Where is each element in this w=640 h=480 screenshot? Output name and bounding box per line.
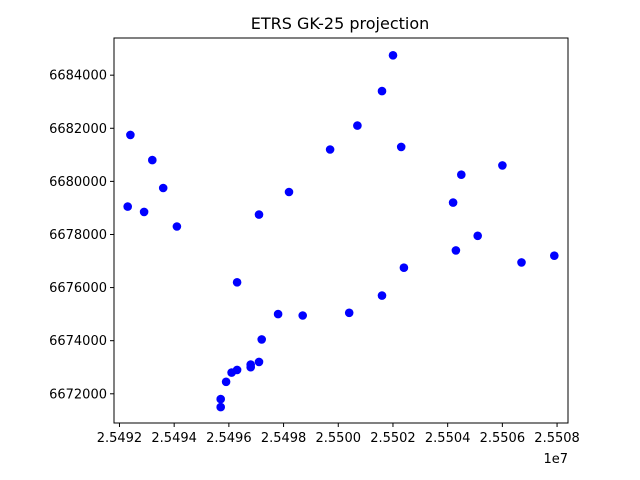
- data-point-34: [550, 251, 559, 260]
- x-tick-label-8: 2.5508: [534, 431, 580, 446]
- data-point-13: [396, 142, 406, 152]
- data-point-20: [377, 291, 387, 300]
- data-point-23: [273, 309, 283, 319]
- plot-frame: [113, 37, 569, 424]
- x-axis-offset-label: 1e7: [543, 452, 568, 467]
- data-point-32: [216, 402, 225, 412]
- x-tick-label-6: 2.5504: [425, 431, 471, 446]
- data-point-33: [517, 258, 526, 267]
- data-point-27: [246, 362, 255, 372]
- x-tick-label-2: 2.5496: [206, 431, 252, 446]
- data-point-24: [257, 335, 267, 344]
- x-tick-label-4: 2.5500: [316, 431, 362, 446]
- data-point-21: [344, 308, 354, 318]
- data-point-22: [298, 311, 308, 320]
- data-point-30: [221, 377, 231, 387]
- data-point-14: [448, 198, 458, 207]
- data-point-16: [498, 161, 507, 170]
- y-tick-label-5: 6682000: [49, 122, 107, 137]
- x-tick-label-0: 2.5492: [97, 431, 143, 446]
- data-point-9: [325, 145, 335, 154]
- y-tick-label-4: 6680000: [49, 175, 107, 190]
- data-point-17: [473, 231, 483, 241]
- points-layer: [123, 51, 559, 412]
- data-point-1: [123, 202, 132, 211]
- x-tick-label-7: 2.5506: [480, 431, 526, 446]
- data-point-0: [126, 130, 135, 140]
- data-point-2: [139, 207, 149, 217]
- data-point-15: [457, 170, 466, 179]
- y-tick-label-6: 6684000: [49, 69, 107, 84]
- data-point-19: [399, 263, 409, 273]
- y-tick-label-3: 6678000: [49, 228, 107, 243]
- data-point-25: [254, 357, 264, 367]
- data-point-31: [216, 394, 225, 404]
- data-point-5: [172, 222, 182, 231]
- y-tick-label-2: 6676000: [49, 281, 107, 296]
- data-point-4: [158, 183, 168, 193]
- y-tick-label-0: 6672000: [49, 387, 107, 402]
- data-point-11: [377, 86, 387, 96]
- x-tick-label-1: 2.5494: [151, 431, 197, 446]
- y-tick-label-1: 6674000: [49, 334, 107, 349]
- chart-title: ETRS GK-25 projection: [251, 14, 430, 33]
- data-point-3: [148, 155, 157, 165]
- data-point-6: [232, 278, 242, 287]
- data-point-29: [227, 368, 236, 377]
- x-axis: 2.5492 2.5494 2.5496 2.5498 2.5500 2.5502 2.55…: [97, 423, 580, 446]
- data-point-8: [284, 187, 294, 197]
- data-point-7: [254, 210, 264, 219]
- x-tick-label-5: 2.5502: [370, 431, 416, 446]
- data-point-18: [451, 246, 461, 255]
- y-axis: 6672000 6674000 6676000 6678000 6680000 66820…: [49, 69, 114, 402]
- x-tick-label-3: 2.5498: [261, 431, 307, 446]
- data-point-12: [388, 51, 398, 60]
- data-point-10: [353, 121, 362, 130]
